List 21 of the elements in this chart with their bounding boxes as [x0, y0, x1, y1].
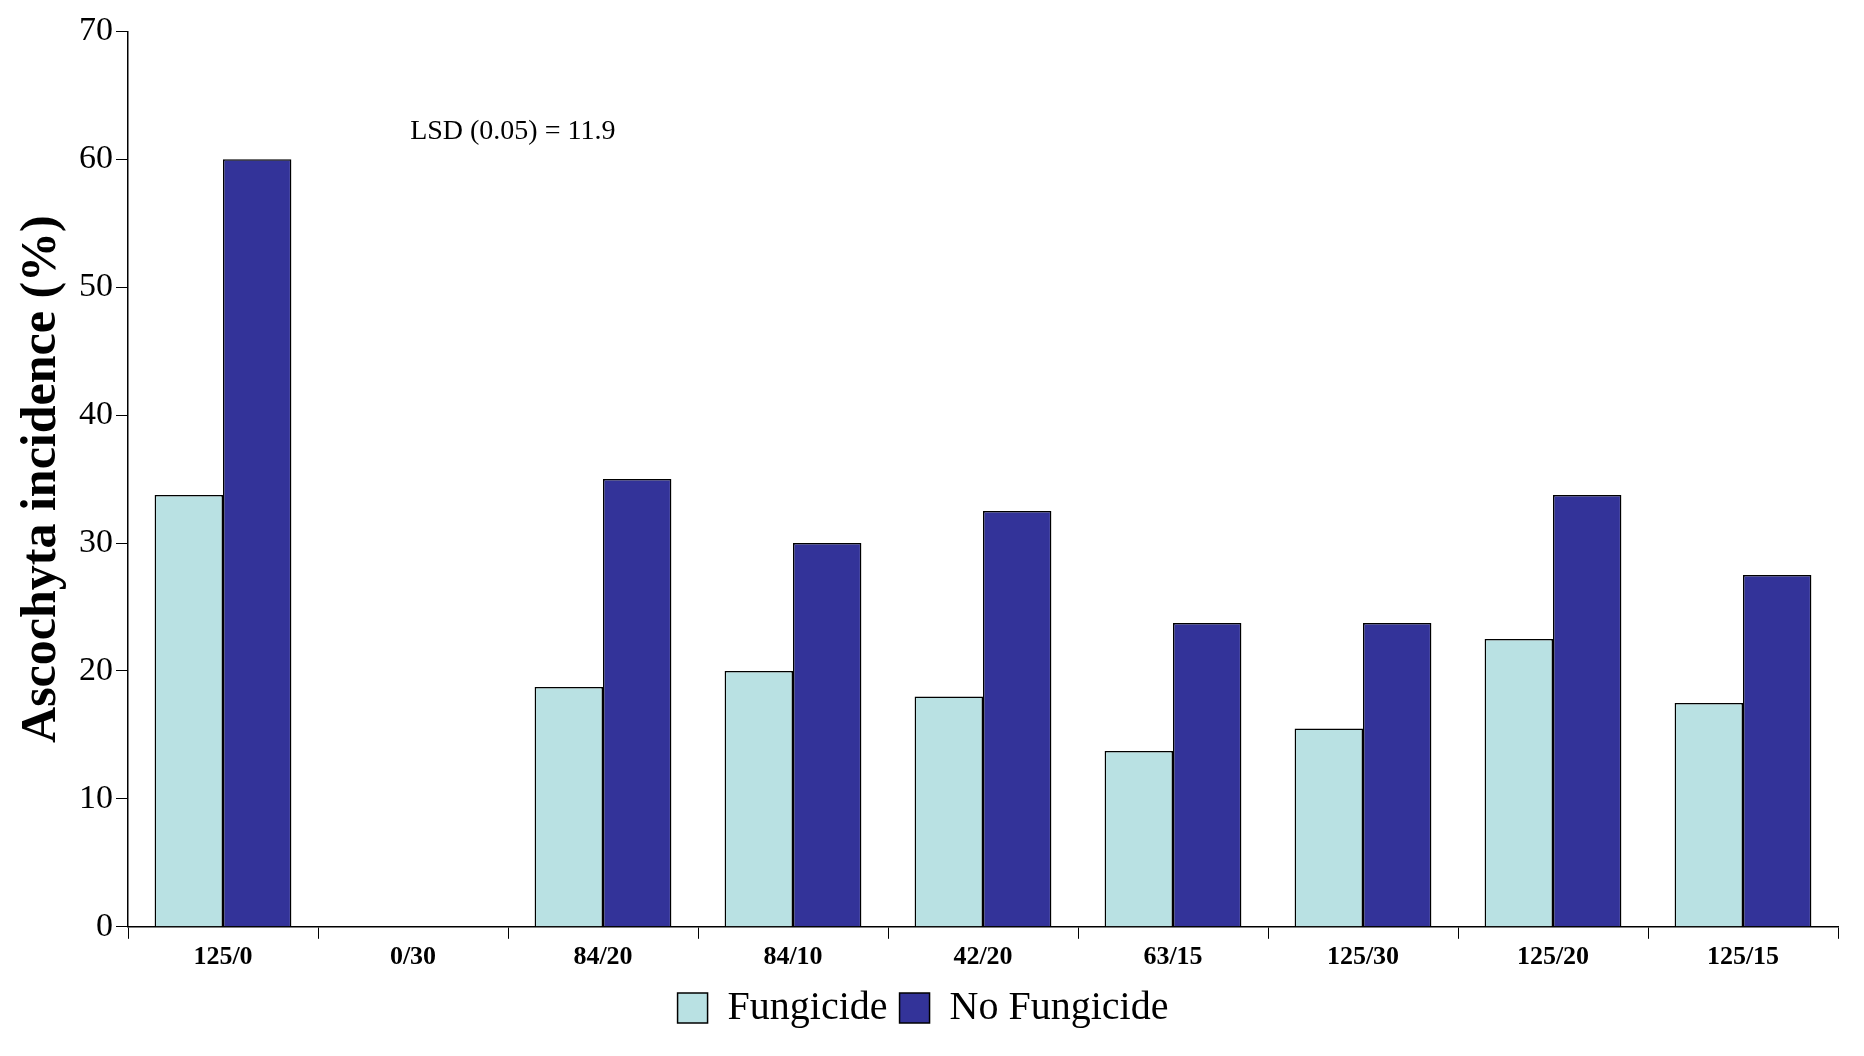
y-tick-label: 30	[79, 521, 113, 559]
x-tick-label: 125/0	[193, 941, 253, 971]
y-tick-label: 50	[79, 266, 113, 304]
x-tick-label: 0/30	[389, 941, 437, 971]
x-tick-label: 63/15	[1143, 941, 1203, 971]
y-axis-title: Ascochyta incidence (%)	[9, 215, 66, 743]
y-tick-label: 20	[79, 649, 113, 687]
x-tick-label: 84/10	[763, 941, 823, 971]
legend-label: No Fungicide	[949, 982, 1169, 1028]
y-tick-label: 70	[79, 10, 113, 48]
x-tick-label: 125/15	[1706, 941, 1780, 971]
legend-label: Fungicide	[727, 982, 888, 1028]
x-tick-label: 42/20	[953, 941, 1013, 971]
x-tick-label: 84/20	[573, 941, 633, 971]
annotation: LSD (0.05) = 11.9	[410, 113, 616, 145]
y-tick-label: 10	[79, 777, 113, 815]
y-tick-label: 60	[79, 138, 113, 176]
y-tick-label: 40	[79, 394, 113, 432]
x-tick-label: 125/30	[1326, 941, 1400, 971]
x-tick-label: 125/20	[1516, 941, 1590, 971]
y-tick-label: 0	[96, 905, 113, 943]
